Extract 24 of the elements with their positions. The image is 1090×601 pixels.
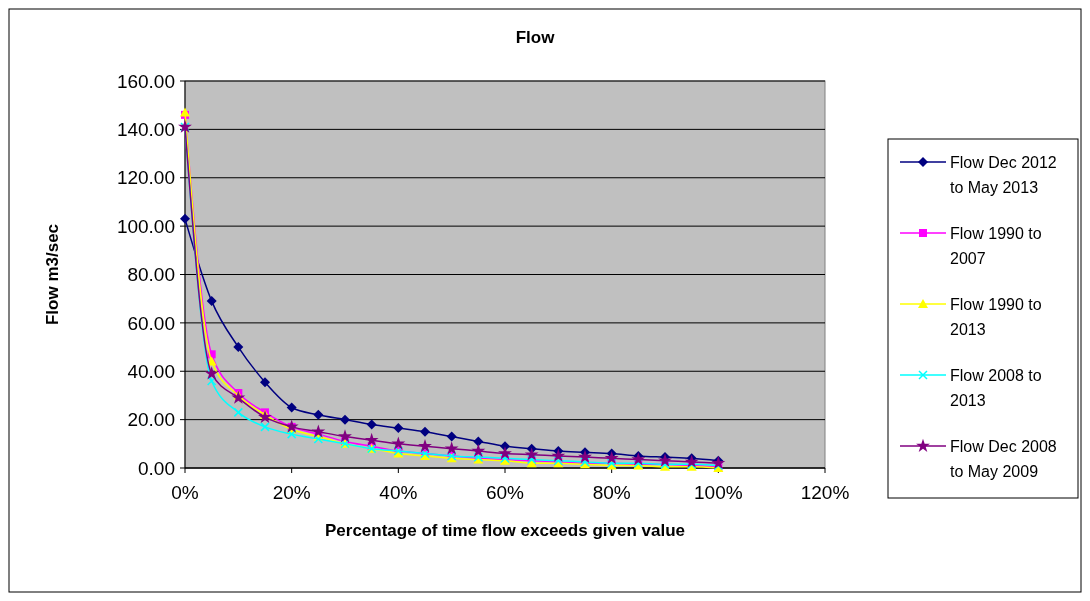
x-tick-label: 0%	[171, 482, 199, 503]
chart-title: Flow	[515, 28, 556, 47]
legend-label: Flow Dec 2008 to May 2009	[950, 437, 1057, 481]
x-tick-label: 120%	[800, 482, 850, 503]
y-tick-label: 40.00	[127, 360, 175, 382]
legend-label: Flow Dec 2012 to May 2013	[950, 153, 1057, 197]
x-tick-label: 20%	[272, 482, 311, 503]
x-axis-title: Percentage of time flow exceeds given value	[325, 521, 685, 540]
legend-label: Flow 1990 to 2013	[950, 295, 1042, 339]
x-tick-label: 60%	[485, 482, 525, 503]
y-tick-label: 60.00	[127, 312, 175, 334]
legend-label: Flow 2008 to 2013	[950, 366, 1042, 410]
y-tick-label: 20.00	[127, 409, 175, 431]
y-tick-label: 0.00	[138, 457, 175, 479]
x-tick-label: 100%	[694, 482, 743, 503]
x-tick-label: 40%	[379, 482, 418, 503]
y-tick-label: 80.00	[127, 264, 175, 286]
y-tick-label: 120.00	[116, 167, 175, 189]
y-tick-label: 160.00	[116, 70, 175, 92]
y-tick-label: 100.00	[116, 215, 175, 237]
x-tick-label: 80%	[592, 482, 631, 503]
y-tick-label: 140.00	[116, 119, 175, 141]
y-axis-title: Flow m3/sec	[43, 223, 62, 326]
legend-label: Flow 1990 to 2007	[950, 224, 1042, 268]
